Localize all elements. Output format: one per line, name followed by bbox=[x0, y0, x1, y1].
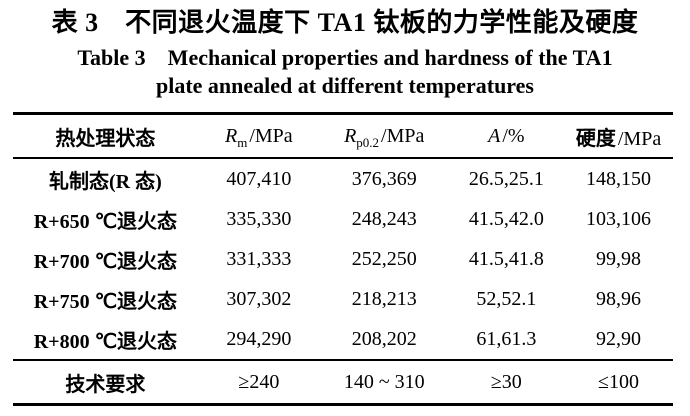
header-row: 热处理状态 Rm/MPa Rp0.2/MPa A/% 硬度/MPa bbox=[13, 113, 673, 159]
table-title-en-line1: Table 3 Mechanical properties and hardne… bbox=[77, 45, 613, 70]
header-heat-treatment-state: 热处理状态 bbox=[13, 113, 198, 159]
cell-hardness: 148,150 bbox=[586, 167, 652, 190]
cell-state: R+750 ℃退火态 bbox=[33, 290, 178, 313]
cell-rm: 407,410 bbox=[226, 167, 292, 190]
cell-hardness: 103,106 bbox=[586, 207, 652, 230]
cell-state: 技术要求 bbox=[13, 359, 198, 405]
cell-rp02: 140 ~ 310 bbox=[319, 359, 449, 405]
table-body: 轧制态(R 态) 407,410 376,369 26.5,25.1 148,1… bbox=[13, 158, 673, 405]
table-title-en-line2: plate annealed at different temperatures bbox=[155, 73, 534, 98]
table-row: R+800 ℃退火态 294,290 208,202 61,61.3 92,90 bbox=[13, 319, 673, 360]
cell-elongation: 61,61.3 bbox=[476, 327, 537, 350]
cell-hardness: 98,96 bbox=[596, 287, 642, 310]
cell-elongation: 26.5,25.1 bbox=[468, 167, 544, 190]
cell-rm: 307,302 bbox=[226, 287, 292, 310]
hardness-label: 硬度 bbox=[575, 127, 616, 150]
cell-state: 轧制态(R 态) bbox=[49, 170, 162, 193]
cell-rm: ≥240 bbox=[197, 359, 320, 405]
rp02-symbol: R bbox=[344, 124, 357, 147]
cell-rp02: 376,369 bbox=[351, 167, 417, 190]
elongation-symbol: A bbox=[488, 124, 501, 147]
table-row: 轧制态(R 态) 407,410 376,369 26.5,25.1 148,1… bbox=[13, 158, 673, 199]
table-title-zh: 表 3 不同退火温度下 TA1 钛板的力学性能及硬度 bbox=[51, 8, 639, 37]
cell-rm: 335,330 bbox=[226, 207, 292, 230]
cell-rp02: 252,250 bbox=[351, 247, 417, 270]
cell-elongation: 41.5,42.0 bbox=[468, 207, 544, 230]
rm-subscript: m bbox=[237, 134, 248, 150]
cell-hardness: 92,90 bbox=[596, 327, 642, 350]
cell-elongation: ≥30 bbox=[448, 359, 565, 405]
table-row: R+750 ℃退火态 307,302 218,213 52,52.1 98,96 bbox=[13, 279, 673, 319]
cell-hardness: 99,98 bbox=[596, 247, 642, 270]
rm-symbol: R bbox=[225, 124, 238, 147]
cell-rp02: 208,202 bbox=[351, 327, 417, 350]
cell-rp02: 218,213 bbox=[351, 287, 417, 310]
cell-state: R+800 ℃退火态 bbox=[33, 330, 178, 353]
cell-rp02: 248,243 bbox=[351, 207, 417, 230]
rp02-subscript: p0.2 bbox=[356, 134, 380, 150]
header-hardness: 硬度/MPa bbox=[564, 113, 673, 159]
cell-elongation: 41.5,41.8 bbox=[468, 247, 544, 270]
header-elongation: A/% bbox=[448, 113, 565, 159]
cell-rm: 294,290 bbox=[226, 327, 292, 350]
header-rp02: Rp0.2/MPa bbox=[319, 113, 449, 159]
cell-state: R+700 ℃退火态 bbox=[33, 250, 178, 273]
properties-table: 热处理状态 Rm/MPa Rp0.2/MPa A/% 硬度/MPa 轧制态(R … bbox=[13, 112, 673, 406]
rm-unit: /MPa bbox=[249, 124, 293, 147]
cell-elongation: 52,52.1 bbox=[476, 287, 537, 310]
elongation-unit: /% bbox=[502, 124, 525, 147]
table-row: R+650 ℃退火态 335,330 248,243 41.5,42.0 103… bbox=[13, 199, 673, 239]
cell-state: R+650 ℃退火态 bbox=[33, 210, 178, 233]
technical-requirements-row: 技术要求 ≥240 140 ~ 310 ≥30 ≤100 bbox=[13, 359, 673, 405]
cell-hardness: ≤100 bbox=[564, 359, 673, 405]
table-row: R+700 ℃退火态 331,333 252,250 41.5,41.8 99,… bbox=[13, 239, 673, 279]
hardness-unit: /MPa bbox=[617, 127, 662, 150]
header-rm: Rm/MPa bbox=[197, 113, 320, 159]
cell-rm: 331,333 bbox=[226, 247, 292, 270]
table-header: 热处理状态 Rm/MPa Rp0.2/MPa A/% 硬度/MPa bbox=[13, 113, 673, 159]
rp02-unit: /MPa bbox=[381, 124, 425, 147]
